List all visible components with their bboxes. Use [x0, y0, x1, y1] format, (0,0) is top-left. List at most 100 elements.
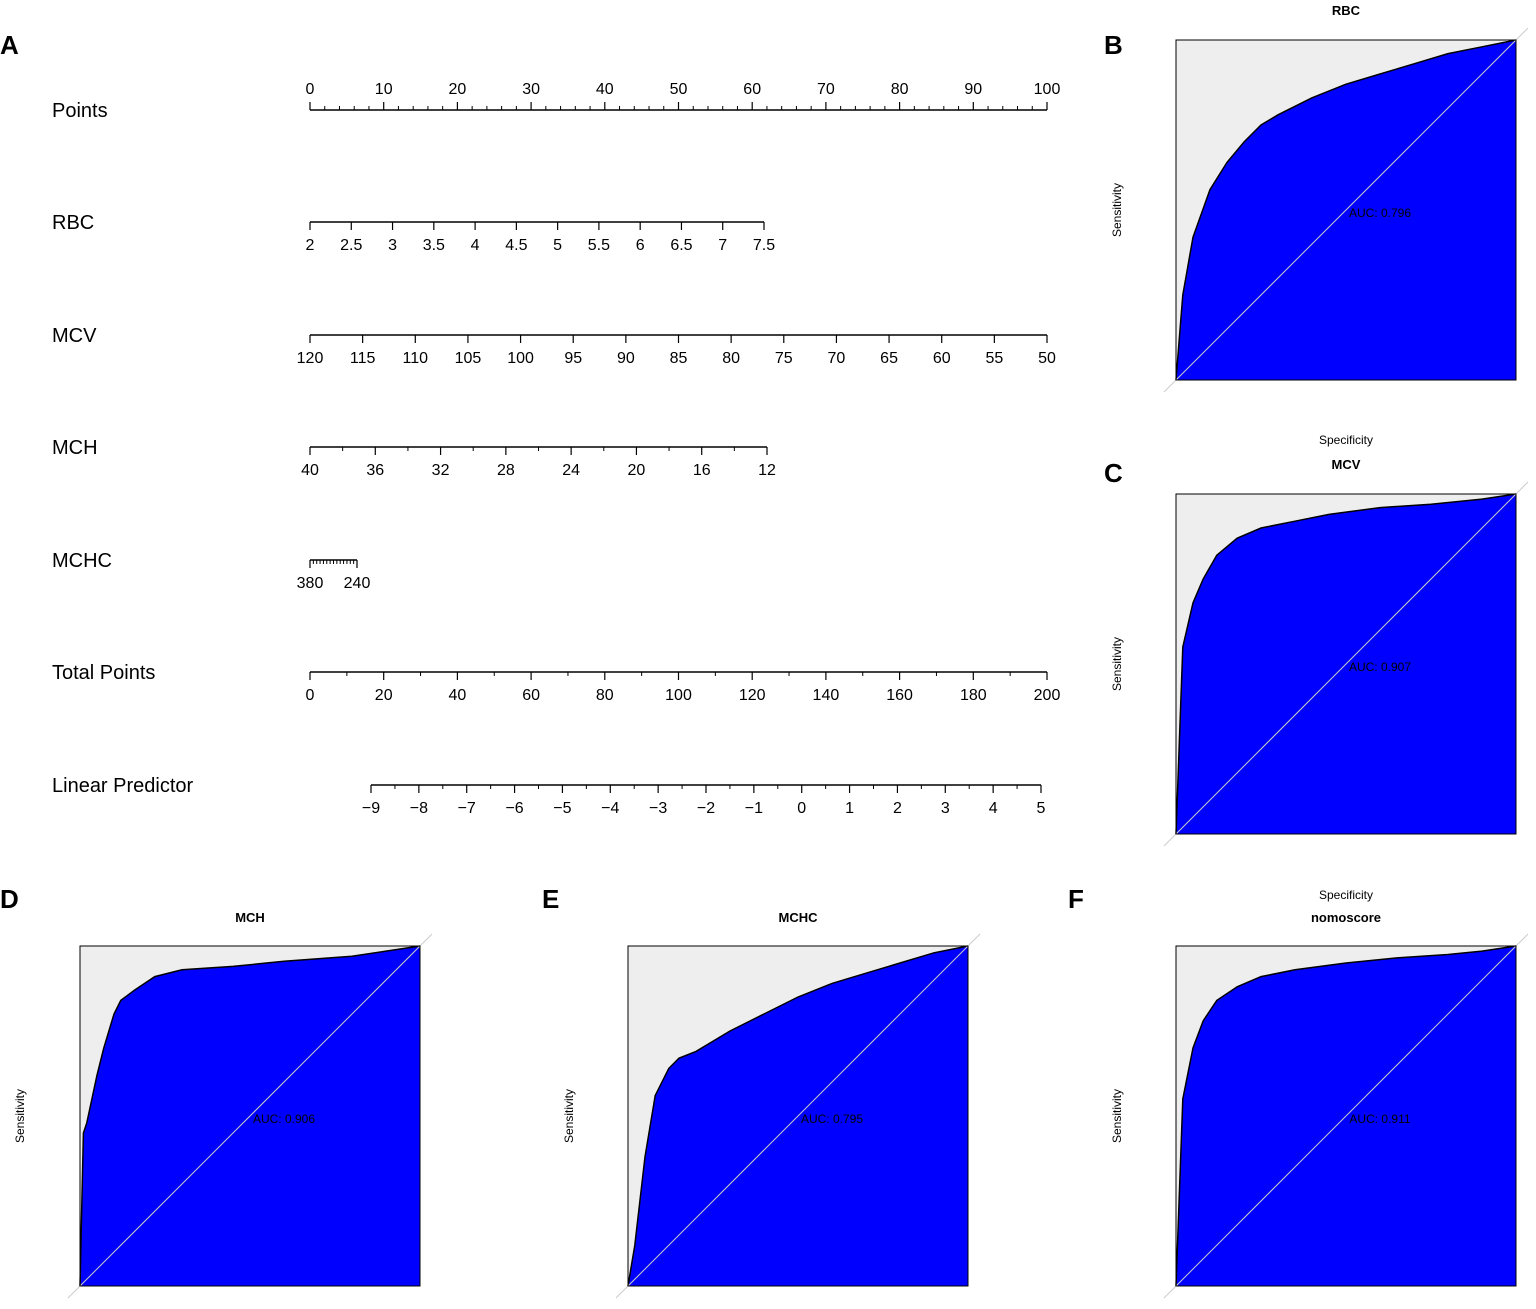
tick-label: 4 [471, 237, 480, 254]
tick-label: 120 [739, 687, 766, 704]
roc-panel-e: E MCHC AUC: 0.795 Sensitivity [542, 884, 981, 1299]
tick-label: 4.5 [505, 237, 527, 254]
roc-curve [627, 945, 969, 1287]
tick-label: −1 [745, 800, 763, 817]
diagonal-line [1163, 481, 1529, 847]
tick-label: 0 [306, 687, 315, 704]
diagonal-line [67, 933, 433, 1299]
tick-label: 105 [455, 350, 482, 367]
plot-border [79, 945, 421, 1287]
tick-label: −5 [553, 800, 571, 817]
row-label: Points [52, 100, 108, 122]
tick-label: 16 [693, 462, 711, 479]
nomogram-row-mchc: MCHC 380 240 [52, 550, 370, 592]
tick-label: 7 [718, 237, 727, 254]
row-label: Linear Predictor [52, 775, 194, 797]
tick-label: 115 [350, 350, 376, 367]
tick-label: 70 [817, 81, 835, 98]
row-label: MCV [52, 325, 97, 347]
tick-label: −9 [362, 800, 380, 817]
y-axis-label: Sensitivity [1110, 637, 1124, 691]
auc-label: AUC: 0.906 [253, 1112, 315, 1126]
nomogram-row-mcv: MCV 120 115 110 105 100 95 90 85 80 75 70 65 60 55 50 [52, 325, 1056, 367]
roc-panel-c: C MCV AUC: 0.907 Sensitivity [1104, 457, 1529, 847]
plot-border [1175, 39, 1517, 381]
tick-label: 5 [553, 237, 562, 254]
tick-label: 4 [989, 800, 998, 817]
row-label: Total Points [52, 662, 155, 684]
tick-label: 120 [297, 350, 324, 367]
auc-label: AUC: 0.795 [801, 1112, 863, 1126]
y-axis-label: Sensitivity [1110, 183, 1124, 237]
plot-border [1175, 945, 1517, 1287]
diagonal-line [1163, 27, 1529, 393]
tick-label: −6 [505, 800, 523, 817]
tick-label: 60 [933, 350, 951, 367]
tick-label: 85 [670, 350, 688, 367]
tick-label: 70 [828, 350, 846, 367]
tick-label: 36 [366, 462, 384, 479]
auc-label: AUC: 0.907 [1349, 660, 1411, 674]
tick-label: 1 [845, 800, 854, 817]
tick-label: 30 [522, 81, 540, 98]
roc-title: nomoscore [1311, 910, 1381, 925]
tick-label: 0 [306, 81, 315, 98]
roc-panel-d: D MCH AUC: 0.906 Sensitivity [0, 884, 433, 1299]
tick-label: 60 [743, 81, 761, 98]
tick-label: 180 [960, 687, 987, 704]
nomogram-row-points: Points 0 10 20 30 40 50 60 70 80 90 100 [52, 81, 1060, 122]
row-label: RBC [52, 212, 94, 234]
tick-label: 100 [1034, 81, 1061, 98]
tick-label: 75 [775, 350, 793, 367]
tick-label: 6 [636, 237, 645, 254]
tick-label: 140 [813, 687, 840, 704]
roc-curve [1175, 39, 1517, 381]
tick-label: 40 [596, 81, 614, 98]
tick-label: −2 [697, 800, 715, 817]
nomogram-row-linear-predictor: Linear Predictor −9 −8 −7 −6 −5 −4 −3 −2 −1 0 1 2 3 4 5 [52, 775, 1046, 817]
roc-title: MCHC [779, 910, 819, 925]
tick-label: 100 [507, 350, 534, 367]
tick-label: 20 [375, 687, 393, 704]
tick-label: 80 [722, 350, 740, 367]
tick-label: 200 [1034, 687, 1061, 704]
row-label: MCHC [52, 550, 112, 572]
tick-label: 12 [758, 462, 776, 479]
plot-border [627, 945, 969, 1287]
y-axis-label: Sensitivity [562, 1089, 576, 1143]
tick-label: 60 [522, 687, 540, 704]
roc-title: MCH [235, 910, 265, 925]
tick-label: 7.5 [753, 237, 775, 254]
tick-label: 10 [375, 81, 393, 98]
x-axis-label: Specificity [1319, 888, 1373, 902]
tick-label: −8 [410, 800, 428, 817]
tick-label: 20 [628, 462, 646, 479]
tick-label: 3 [388, 237, 397, 254]
plot-border [1175, 493, 1517, 835]
tick-label: 80 [596, 687, 614, 704]
panel-letter-c: C [1104, 458, 1123, 488]
roc-title: MCV [1332, 457, 1361, 472]
tick-label: 40 [449, 687, 467, 704]
diagonal-line [615, 933, 981, 1299]
tick-label: 28 [497, 462, 515, 479]
tick-label: −3 [649, 800, 667, 817]
y-axis-label: Sensitivity [13, 1089, 27, 1143]
panel-letter-f: F [1068, 884, 1084, 914]
nomogram-row-rbc: RBC 2 2.5 3 3.5 4 4.5 5 5.5 6 6.5 7 7.5 [52, 212, 775, 254]
tick-label: 240 [344, 575, 371, 592]
tick-label: 6.5 [670, 237, 692, 254]
nomogram-row-total-points: Total Points 0 20 40 60 80 100 120 140 160 180 200 [52, 662, 1060, 704]
tick-label: 110 [403, 350, 429, 367]
tick-label: 100 [665, 687, 692, 704]
tick-label: 24 [562, 462, 580, 479]
tick-label: 20 [449, 81, 467, 98]
tick-label: 0 [797, 800, 806, 817]
auc-label: AUC: 0.911 [1349, 1112, 1410, 1126]
tick-label: 90 [617, 350, 635, 367]
tick-label: 3.5 [423, 237, 445, 254]
roc-curve [1175, 945, 1517, 1287]
